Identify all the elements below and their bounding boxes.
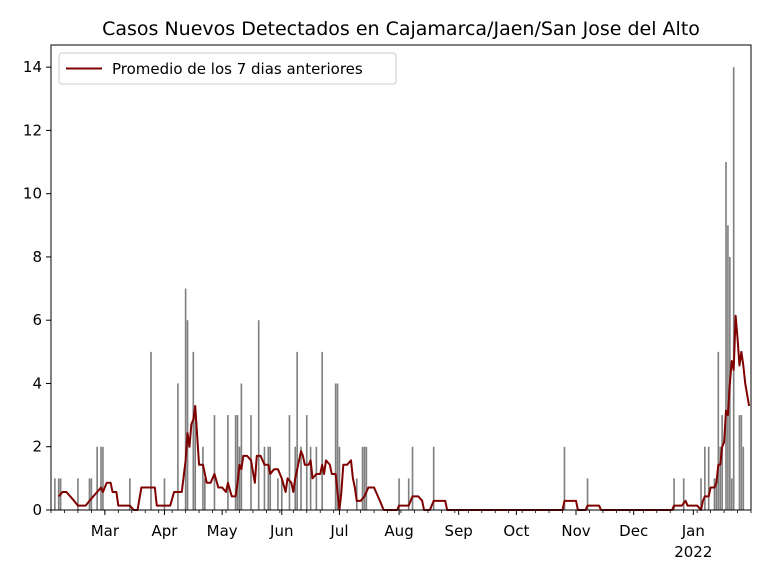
bar (267, 446, 270, 510)
bar (336, 383, 339, 510)
x-tick-label: Jul (329, 522, 348, 540)
bar (263, 446, 266, 510)
bar (361, 446, 364, 510)
x-tick-label: Oct (503, 522, 529, 540)
bar (707, 446, 710, 510)
bar (238, 446, 241, 510)
x-tick-label: Aug (384, 522, 413, 540)
bar (563, 446, 566, 510)
x-tick-label: Dec (619, 522, 648, 540)
bar (192, 351, 195, 510)
bar (338, 446, 341, 510)
bar (730, 478, 733, 510)
bar (269, 446, 272, 510)
bar (213, 415, 216, 510)
bar (365, 446, 368, 510)
bar (227, 415, 229, 510)
bar (713, 478, 716, 510)
y-tick-label: 10 (23, 185, 42, 203)
bar (725, 162, 727, 510)
bar (240, 383, 243, 510)
bar (90, 478, 93, 510)
y-tick-label: 14 (23, 58, 42, 76)
x-tick-label: Sep (445, 522, 473, 540)
bar (334, 383, 337, 510)
bar (186, 320, 189, 510)
bar (96, 446, 98, 510)
bar (236, 415, 239, 510)
bar (77, 478, 79, 510)
y-tick-label: 2 (32, 438, 42, 456)
bar (102, 446, 104, 510)
bar (717, 351, 720, 510)
bar (57, 478, 60, 510)
y-tick-label: 6 (32, 311, 42, 329)
bar (740, 415, 743, 510)
bar (309, 446, 312, 510)
bar (398, 478, 400, 510)
bar (88, 478, 91, 510)
bar (184, 288, 187, 510)
bar (704, 446, 706, 510)
bar (682, 478, 685, 510)
bar (204, 478, 206, 510)
y-tick-label: 8 (32, 248, 42, 266)
bar (288, 415, 291, 510)
axes-layer: 0 2 4 6 8 10 12 14 Mar Apr May Jun Jul Aug Sep Oct Nov De… (23, 44, 752, 561)
x-tick-label: Nov (561, 522, 590, 540)
bar (719, 446, 722, 510)
bar (300, 446, 302, 510)
x-tick-label: Jan (681, 522, 705, 540)
legend-label: Promedio de los 7 dias anteriores (112, 60, 363, 78)
line-layer (57, 314, 751, 511)
x-tick-label: May (207, 522, 238, 540)
bar (727, 225, 729, 510)
x-tick-label: Mar (91, 522, 120, 540)
bar (321, 351, 323, 510)
bar (407, 478, 410, 510)
bar (177, 383, 179, 510)
bar (363, 446, 366, 510)
bar (100, 446, 102, 510)
y-tick-label: 4 (32, 374, 42, 392)
bar (315, 446, 318, 510)
chart-title: Casos Nuevos Detectados en Cajamarca/Jae… (102, 18, 700, 40)
bar (432, 446, 435, 510)
bar (54, 478, 56, 510)
bar (742, 446, 745, 510)
bar (673, 478, 675, 510)
legend-box (58, 52, 397, 85)
bar (257, 320, 260, 510)
x-year-label: 2022 (674, 543, 712, 561)
bar (700, 478, 702, 510)
bar (721, 415, 723, 510)
bar (738, 415, 741, 510)
x-tick-label: Jun (269, 522, 293, 540)
bar (280, 478, 283, 510)
bar (194, 415, 197, 510)
y-tick-label: 0 (32, 501, 42, 519)
rolling-average-line (57, 314, 751, 511)
bar (163, 478, 166, 510)
bar (129, 478, 131, 510)
bar (150, 351, 152, 510)
bar (305, 415, 308, 510)
bar (296, 351, 298, 510)
bar (586, 478, 589, 510)
x-tick-label: Apr (151, 522, 178, 540)
y-tick-label: 12 (23, 121, 42, 139)
bar (411, 446, 414, 510)
bar (732, 67, 735, 511)
bar (234, 415, 237, 510)
bar (277, 478, 279, 510)
chart-legend: Promedio de los 7 dias anteriores (58, 52, 397, 85)
bar (202, 446, 204, 510)
bar (715, 478, 718, 510)
